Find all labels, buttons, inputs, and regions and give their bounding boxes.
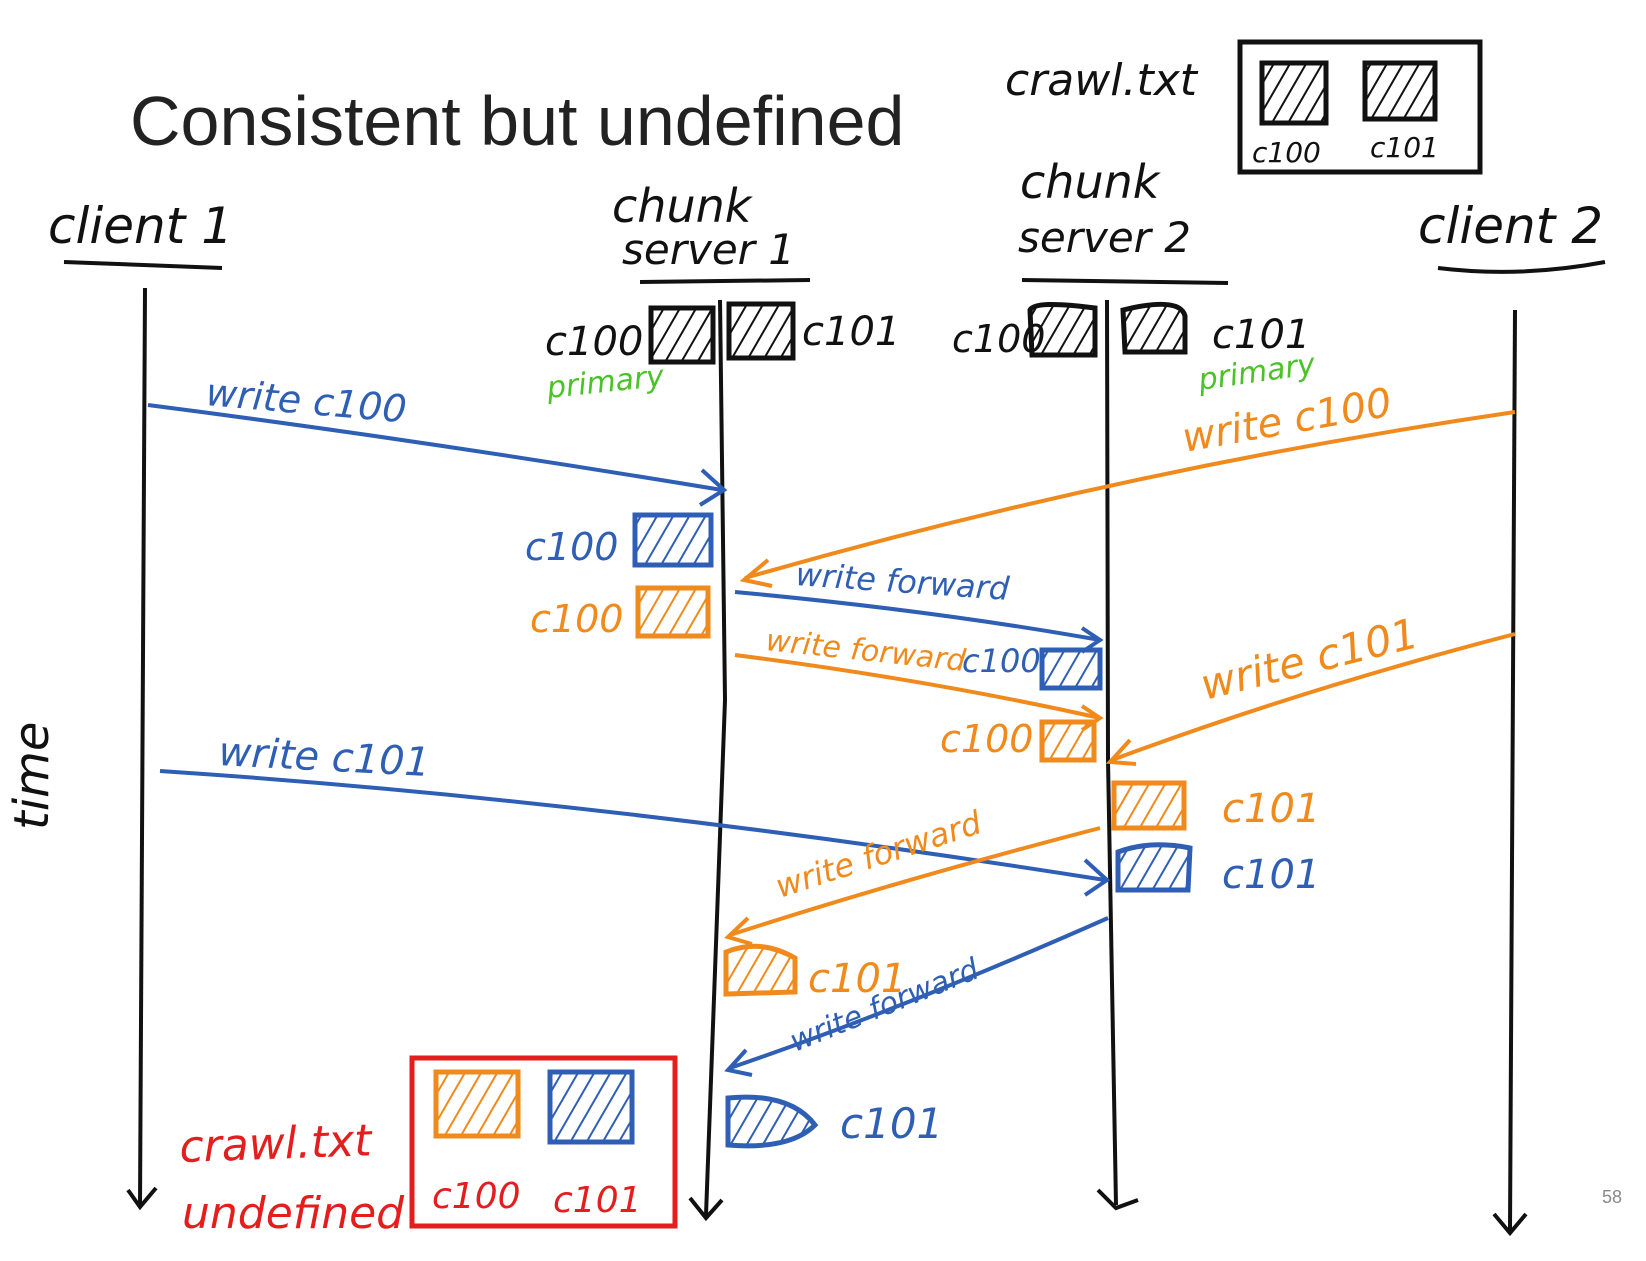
server2-stored-c100-blue-block: [1039, 647, 1103, 691]
server1-stored-c100-blue-block: [632, 512, 714, 568]
file-chunk-block-c100: [1259, 60, 1329, 126]
client2-underline: [1437, 260, 1606, 274]
server1-stored-c101-blue-block: [725, 1094, 819, 1149]
server2-stored-c101-blue-label: c101: [1222, 852, 1320, 898]
server2-stored-c100-orange: c100: [940, 717, 1097, 763]
chunk-server1-underline: [639, 278, 811, 284]
result-file-name: crawl.txt: [179, 1115, 374, 1173]
server1-stored-c101-blue-label: c101: [840, 1099, 943, 1148]
result-box: [409, 1055, 678, 1229]
server2-stored-c100-blue: c100: [962, 642, 1103, 691]
msg-client1-write-c101-arrowhead: [1083, 858, 1111, 897]
result-chunk-block-c100: [433, 1069, 521, 1139]
server2-chunk-right-label: c101: [1212, 312, 1310, 358]
msg-forward-c101-blue-arrowhead: [724, 1048, 753, 1077]
timelines: [126, 287, 1528, 1237]
server1-stored-c100-orange-label: c100: [530, 597, 623, 641]
server1-stored-c101-orange: c101: [723, 943, 906, 1002]
server2-stored-c101-blue-block: [1115, 842, 1193, 893]
chunk-server2-timeline: [1105, 299, 1118, 1206]
chunk-server2-underline: [1021, 278, 1229, 285]
msg-client1-write-c100-label: write c100: [204, 370, 408, 431]
server2-stored-c101-blue: c101: [1115, 842, 1320, 898]
server1-stored-c100-orange: c100: [530, 585, 711, 641]
server1-primary-note: primary: [544, 359, 667, 406]
result-undefined: crawl.txt undefined c100 c101: [179, 1055, 678, 1239]
client1-label: client 1: [48, 197, 233, 255]
chunk-server1-label-line2: server 1: [622, 225, 795, 274]
server1-stored-c100-blue-label: c100: [525, 525, 618, 569]
chunk-server2-label-line2: server 2: [1018, 213, 1191, 262]
client2-label: client 2: [1418, 197, 1603, 255]
file-name-label: crawl.txt: [1005, 55, 1199, 106]
server1-chunk-right-block: [726, 301, 796, 361]
file-header: crawl.txt c100 c101: [1005, 39, 1483, 175]
server1-stored-c101-orange-block: [723, 943, 798, 997]
slide-title: Consistent but undefined: [130, 82, 904, 160]
msg-client2-write-c100: write c100: [739, 380, 1516, 588]
result-chunk-block-c101: [547, 1069, 635, 1145]
server1-chunks: c100 c101 primary: [544, 301, 900, 406]
server1-chunk-left-block: [648, 305, 716, 365]
page-number: 58: [1602, 1187, 1622, 1207]
msg-client2-write-c101-arrow: [1111, 632, 1516, 762]
client1-underline: [63, 260, 223, 270]
timeline-header-chunk-server2: chunk server 2: [1018, 155, 1229, 285]
server2-chunk-right-block: [1120, 301, 1188, 355]
msg-forward-c101-orange: write forward: [724, 803, 1101, 946]
server2-stored-c101-orange-label: c101: [1222, 786, 1320, 832]
msg-client1-write-c100-arrowhead: [698, 468, 728, 507]
server1-stored-c101-blue: c101: [725, 1094, 943, 1149]
server2-stored-c100-orange-label: c100: [940, 717, 1033, 761]
file-chunk-label-c101: c101: [1370, 131, 1439, 164]
server2-stored-c101-orange-block: [1111, 780, 1187, 831]
msg-forward-c100-orange-arrow: [734, 653, 1101, 720]
msg-client1-write-c101: write c101: [159, 729, 1111, 897]
result-status: undefined: [182, 1188, 405, 1239]
msg-forward-c100-blue-arrow: [734, 590, 1101, 642]
server2-stored-c100-blue-label: c100: [962, 642, 1041, 680]
client2-timeline: [1508, 309, 1517, 1231]
msg-client2-write-c101: write c101: [1105, 608, 1516, 766]
result-chunk-label-c100: c100: [432, 1176, 521, 1217]
server1-stored-c100-orange-block: [635, 585, 711, 639]
chunk-server1-timeline-arrowhead: [688, 1196, 724, 1222]
server2-stored-c101-orange: c101: [1111, 780, 1320, 832]
msg-client1-write-c101-label: write c101: [217, 729, 431, 786]
server1-chunk-left-label: c100: [545, 319, 643, 365]
server1-stored-c101-orange-label: c101: [808, 956, 906, 1002]
msg-client2-write-c100-arrowhead: [739, 558, 773, 588]
msg-client1-write-c100-arrow: [147, 403, 723, 492]
msg-forward-c101-orange-arrow: [729, 826, 1101, 937]
file-chunk-block-c101: [1362, 60, 1438, 122]
server2-chunk-left-block: [1027, 301, 1098, 358]
server1-chunk-right-label: c101: [802, 309, 900, 355]
chunk-server2-timeline-arrowhead: [1096, 1188, 1139, 1211]
msg-forward-c101-blue: write forward: [724, 916, 1109, 1077]
time-axis-label: time: [4, 722, 60, 830]
msg-client2-write-c101-arrowhead: [1105, 738, 1137, 766]
client1-timeline: [138, 287, 147, 1206]
msg-forward-c100-orange-label: write forward: [764, 623, 968, 679]
file-box: [1237, 39, 1483, 175]
chunk-server1-timeline: [704, 299, 728, 1216]
timeline-header-chunk-server1: chunk server 1: [612, 179, 811, 284]
timeline-header-client1: client 1: [48, 197, 233, 270]
result-chunk-label-c101: c101: [553, 1180, 642, 1221]
server1-stored-c100-blue: c100: [525, 512, 714, 569]
msg-forward-c101-blue-arrow: [729, 916, 1109, 1070]
msg-forward-c101-orange-arrowhead: [724, 916, 753, 946]
msg-client2-write-c100-arrow: [744, 410, 1516, 580]
chunk-server1-label-line1: chunk: [612, 179, 754, 233]
chunk-server2-label-line1: chunk: [1020, 155, 1162, 209]
client1-timeline-arrowhead: [126, 1186, 158, 1211]
server2-stored-c100-orange-block: [1039, 719, 1097, 763]
file-chunk-label-c100: c100: [1252, 136, 1321, 169]
timeline-header-client2: client 2: [1418, 197, 1606, 274]
client2-timeline-arrowhead: [1492, 1212, 1528, 1237]
server2-chunks: c100 c101 primary: [952, 301, 1319, 398]
msg-client1-write-c101-arrow: [159, 769, 1106, 882]
